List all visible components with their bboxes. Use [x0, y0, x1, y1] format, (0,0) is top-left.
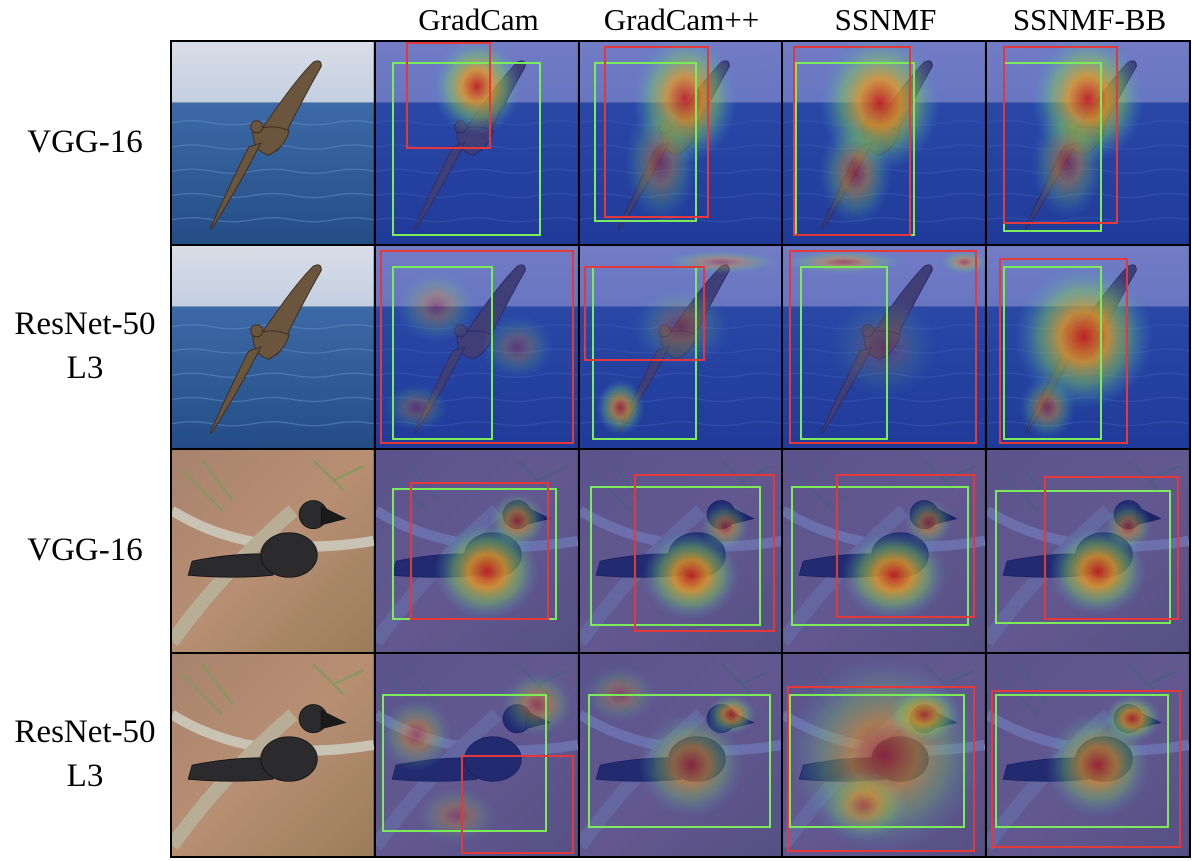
cell-row-3-gradcam: [375, 450, 578, 652]
cell-row-4-gradcam-pp: [579, 654, 782, 856]
cell-row-3-input: [172, 450, 374, 652]
row-label-3: VGG-16: [0, 448, 170, 652]
saliency-map: [783, 246, 986, 448]
saliency-map: [375, 42, 578, 244]
saliency-map: [987, 450, 1189, 652]
cell-row-1-gradcam-pp: [579, 42, 782, 244]
cell-row-1-gradcam: [375, 42, 578, 244]
saliency-map: [783, 450, 986, 652]
column-header-ssnmf-bb: SSNMF-BB: [1012, 2, 1167, 37]
row-label-4: ResNet-50 L3: [0, 652, 170, 856]
saliency-map: [579, 450, 782, 652]
cell-row-2-input: [172, 246, 374, 448]
row-label-4-line-2: L3: [66, 758, 104, 794]
cell-row-2-gradcam: [375, 246, 578, 448]
saliency-map: [579, 246, 782, 448]
column-header-gradcam-pp: GradCam++: [603, 2, 760, 37]
row-label-4-line-1: ResNet-50: [14, 714, 156, 750]
saliency-map: [987, 246, 1189, 448]
cell-row-1-ssnmf: [783, 42, 986, 244]
column-header-ssnmf: SSNMF: [834, 2, 937, 37]
cell-row-4-input: [172, 654, 374, 856]
row-label-2-line-2: L3: [66, 350, 104, 386]
cell-row-2-gradcam-pp: [579, 246, 782, 448]
row-label-2-line-1: ResNet-50: [14, 306, 156, 342]
cell-row-2-ssnmf: [783, 246, 986, 448]
cell-row-4-ssnmf: [783, 654, 986, 856]
saliency-map: [375, 450, 578, 652]
saliency-map: [783, 654, 986, 856]
column-header-gradcam: GradCam: [418, 2, 539, 37]
saliency-map: [579, 654, 782, 856]
saliency-comparison-grid: [170, 40, 1191, 858]
input-image: [172, 450, 374, 652]
saliency-map: [579, 42, 782, 244]
saliency-map: [375, 246, 578, 448]
row-label-3-line-1: VGG-16: [27, 532, 143, 568]
input-image: [172, 42, 374, 244]
saliency-map: [987, 42, 1189, 244]
cell-row-4-gradcam: [375, 654, 578, 856]
cell-row-3-ssnmf-bb: [987, 450, 1189, 652]
input-image: [172, 246, 374, 448]
row-label-2: ResNet-50 L3: [0, 244, 170, 448]
saliency-map: [783, 42, 986, 244]
cell-row-4-ssnmf-bb: [987, 654, 1189, 856]
cell-row-3-ssnmf: [783, 450, 986, 652]
saliency-map: [987, 654, 1189, 856]
cell-row-1-input: [172, 42, 374, 244]
row-label-1: VGG-16: [0, 40, 170, 244]
row-label-1-line-1: VGG-16: [27, 124, 143, 160]
input-image: [172, 654, 374, 856]
saliency-map: [375, 654, 578, 856]
cell-row-1-ssnmf-bb: [987, 42, 1189, 244]
cell-row-2-ssnmf-bb: [987, 246, 1189, 448]
cell-row-3-gradcam-pp: [579, 450, 782, 652]
